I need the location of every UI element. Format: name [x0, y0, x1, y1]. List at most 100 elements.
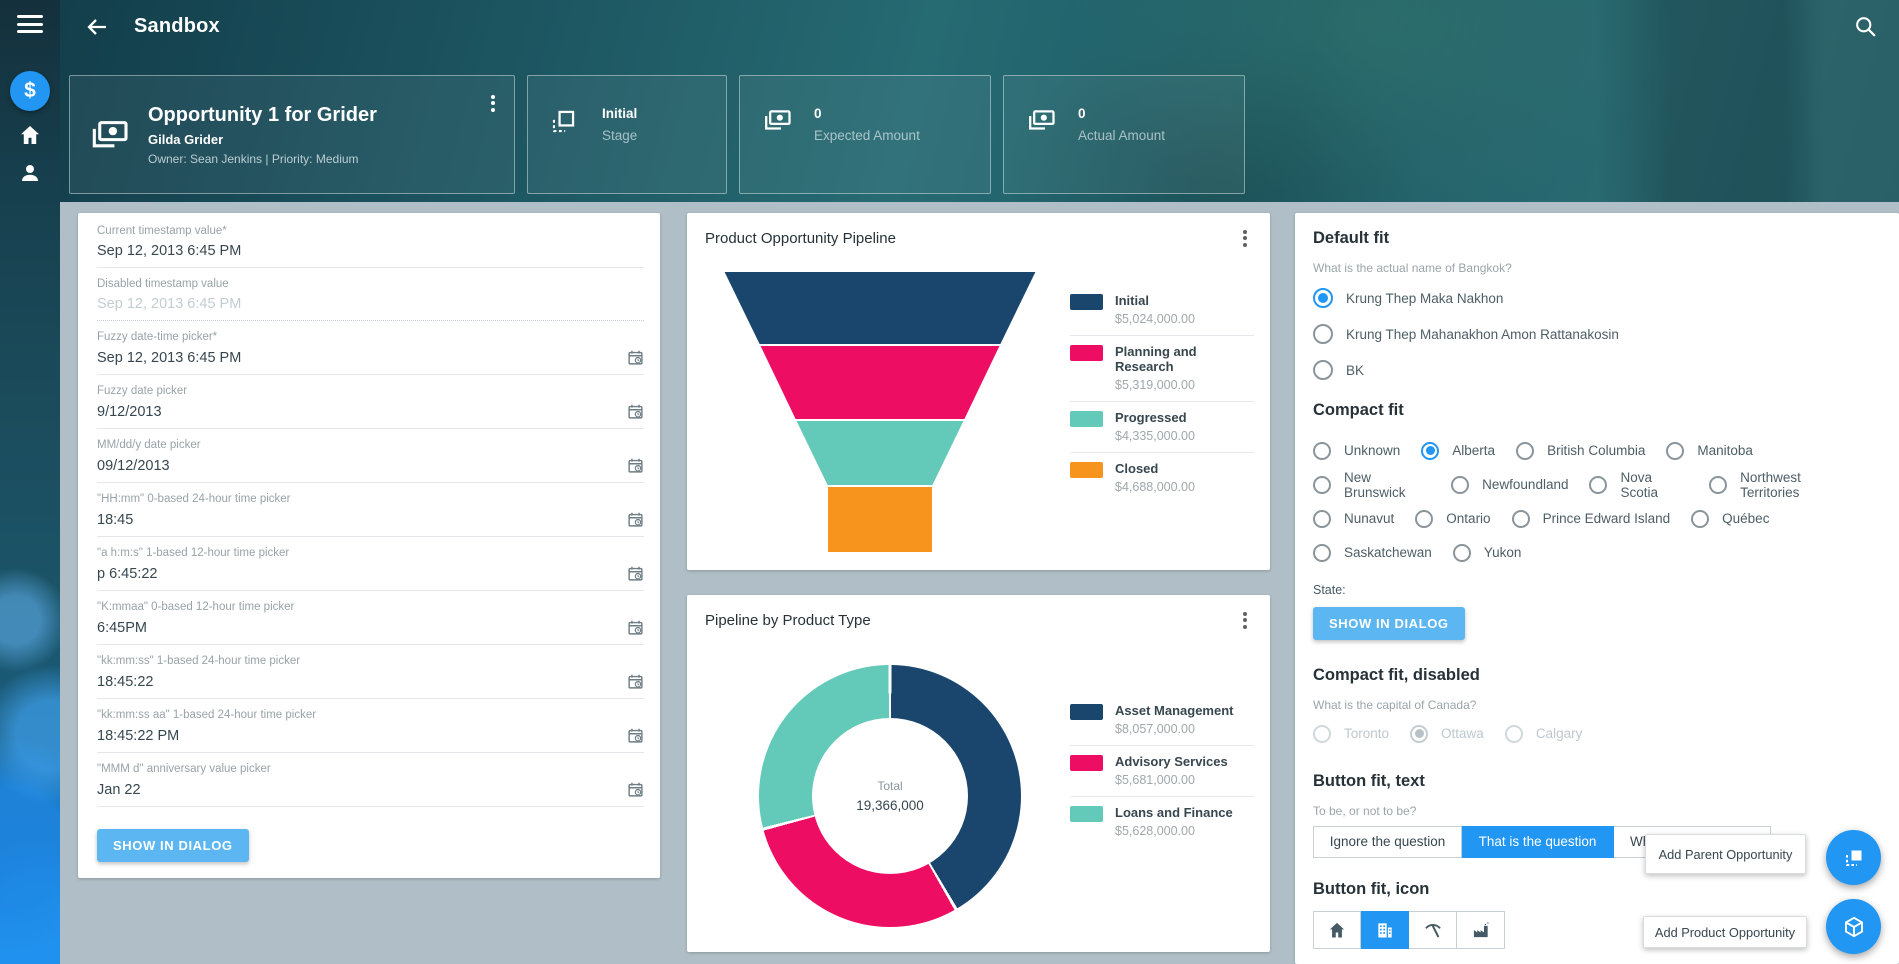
radio-label: Northwest Territories [1740, 469, 1801, 500]
field-value[interactable]: 18:45 [97, 512, 134, 528]
back-button[interactable] [84, 14, 110, 40]
radio-option[interactable]: Northwest Territories [1709, 470, 1856, 500]
radio-option[interactable]: Manitoba [1666, 441, 1753, 460]
app-header: Sandbox [60, 0, 1899, 53]
field-value[interactable]: Sep 12, 2013 6:45 PM [97, 243, 242, 259]
form-field-disabled: Disabled timestamp value Sep 12, 2013 6:… [97, 276, 644, 321]
add-parent-opportunity-fab[interactable] [1826, 830, 1881, 885]
hamburger-menu-icon[interactable] [17, 15, 43, 35]
tooltip-add-parent-opportunity: Add Parent Opportunity [1645, 834, 1806, 874]
radio-option[interactable]: Nunavut [1313, 509, 1394, 528]
icon-button-set [1313, 911, 1505, 949]
field-value[interactable]: 6:45PM [97, 620, 147, 636]
opportunity-contact: Gilda Grider [148, 131, 224, 147]
calendar-clock-icon[interactable] [627, 457, 644, 474]
factory-icon-button[interactable] [1457, 911, 1505, 949]
kebab-menu-icon[interactable] [484, 94, 502, 112]
dollar-nav-button[interactable]: $ [10, 71, 50, 111]
segment-button[interactable]: Ignore the question [1313, 826, 1462, 858]
field-label: MM/dd/y date picker [97, 439, 201, 451]
home-icon [21, 126, 39, 144]
radio-option[interactable]: Yukon [1452, 543, 1521, 562]
field-label: "kk:mm:ss aa" 1-based 24-hour time picke… [97, 709, 317, 721]
legend-label: Asset Management [1115, 703, 1234, 718]
radio-label: Saskatchewan [1344, 545, 1432, 560]
radio-option[interactable]: Nova Scotia [1589, 470, 1688, 500]
radio-option[interactable]: Unknown [1313, 441, 1400, 460]
field-value[interactable]: Jan 22 [97, 782, 141, 798]
radio-option[interactable]: Prince Edward Island [1511, 509, 1671, 528]
legend-row: Progressed $4,335,000.00 [1070, 402, 1254, 453]
building-icon-button[interactable] [1361, 911, 1409, 949]
radio-icon [1313, 724, 1331, 743]
radio-label: Québec [1722, 511, 1770, 526]
radio-label: Prince Edward Island [1542, 511, 1671, 526]
kebab-menu-icon[interactable] [1236, 229, 1254, 247]
radio-option[interactable]: Ontario [1415, 509, 1491, 528]
legend-row: Closed $4,688,000.00 [1070, 453, 1254, 503]
radio-icon [1452, 543, 1471, 562]
person-nav-button[interactable] [0, 161, 60, 185]
radio-option[interactable]: BK [1313, 359, 1877, 381]
radio-selected-icon [1313, 288, 1333, 308]
radio-option[interactable]: British Columbia [1516, 441, 1645, 460]
radio-option[interactable]: Krung Thep Maka Nakhon [1313, 287, 1877, 309]
home-nav-button[interactable] [0, 123, 60, 147]
legend-label: Initial [1115, 293, 1149, 308]
calendar-clock-icon[interactable] [627, 565, 644, 582]
stage-icon [550, 108, 580, 140]
radio-option[interactable]: Alberta [1421, 441, 1496, 460]
pickaxe-icon-button[interactable] [1409, 911, 1457, 949]
radio-icon [1313, 324, 1333, 344]
calendar-clock-icon[interactable] [627, 511, 644, 528]
radio-icon [1691, 509, 1710, 528]
legend-chip [1070, 755, 1103, 771]
stat-label: Stage [602, 128, 638, 143]
radio-option[interactable]: Saskatchewan [1313, 543, 1432, 562]
add-product-opportunity-fab[interactable] [1826, 899, 1881, 954]
radio-option[interactable]: New Brunswick [1313, 470, 1430, 500]
calendar-clock-icon[interactable] [627, 673, 644, 690]
radio-icon [1415, 509, 1434, 528]
funnel-chart [723, 271, 1038, 553]
donut-center-total: 19,366,000 [856, 798, 924, 813]
radio-label: Krung Thep Maka Nakhon [1346, 290, 1504, 306]
radio-option-disabled: Ottawa [1410, 724, 1484, 743]
show-in-dialog-button[interactable]: SHOW IN DIALOG [97, 829, 249, 862]
search-button[interactable] [1853, 14, 1879, 40]
radio-option[interactable]: Québec [1691, 509, 1770, 528]
radio-option[interactable]: Newfoundland [1451, 475, 1568, 494]
field-label: "MMM d" anniversary value picker [97, 763, 271, 775]
legend-value: $4,688,000.00 [1115, 480, 1195, 494]
field-value[interactable]: 9/12/2013 [97, 404, 162, 420]
field-value[interactable]: Sep 12, 2013 6:45 PM [97, 350, 242, 366]
pickaxe-icon [1424, 923, 1441, 938]
home-icon-button[interactable] [1313, 911, 1361, 949]
calendar-clock-icon[interactable] [627, 727, 644, 744]
tooltip-add-product-opportunity: Add Product Opportunity [1643, 916, 1807, 948]
field-value[interactable]: p 6:45:22 [97, 566, 158, 582]
segment-button-selected[interactable]: That is the question [1462, 826, 1614, 858]
field-value[interactable]: 09/12/2013 [97, 458, 170, 474]
legend-label: Advisory Services [1115, 754, 1228, 769]
form-field: "HH:mm" 0-based 24-hour time picker 18:4… [97, 491, 644, 537]
legend-value: $4,335,000.00 [1115, 429, 1195, 443]
search-icon [1856, 17, 1876, 37]
stat-label: Actual Amount [1078, 128, 1166, 143]
show-in-dialog-button[interactable]: SHOW IN DIALOG [1313, 607, 1465, 640]
calendar-clock-icon[interactable] [627, 349, 644, 366]
radio-icon [1504, 724, 1523, 743]
calendar-clock-icon[interactable] [627, 619, 644, 636]
kebab-menu-icon[interactable] [1236, 611, 1254, 629]
radio-option[interactable]: Krung Thep Mahanakhon Amon Rattanakosin [1313, 323, 1877, 345]
calendar-clock-icon[interactable] [627, 403, 644, 420]
legend-label: Planning and Research [1115, 344, 1197, 374]
radio-option-disabled: Calgary [1504, 724, 1582, 743]
funnel-chart-card: Product Opportunity Pipeline Initial $5,… [687, 213, 1270, 570]
form-field: "K:mmaa" 0-based 12-hour time picker 6:4… [97, 599, 644, 645]
radio-label: Alberta [1452, 443, 1496, 458]
field-value[interactable]: 18:45:22 [97, 674, 154, 690]
hero-background [0, 0, 1899, 202]
field-value[interactable]: 18:45:22 PM [97, 728, 180, 744]
calendar-clock-icon[interactable] [627, 781, 644, 798]
